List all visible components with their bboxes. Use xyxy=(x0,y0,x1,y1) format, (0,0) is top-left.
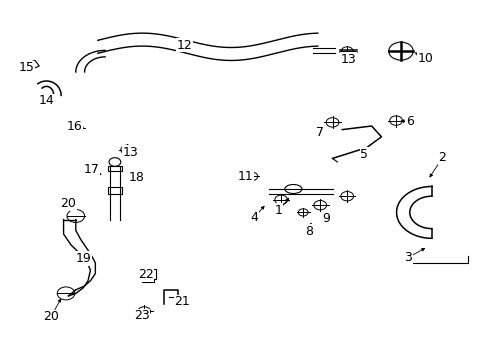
Text: 9: 9 xyxy=(322,212,330,225)
Text: 13: 13 xyxy=(122,146,138,159)
Text: 2: 2 xyxy=(438,151,446,164)
Bar xyxy=(107,166,122,171)
Text: 16: 16 xyxy=(67,120,82,133)
Text: 4: 4 xyxy=(250,211,258,224)
Text: 13: 13 xyxy=(340,53,355,66)
Text: 10: 10 xyxy=(417,52,432,65)
Bar xyxy=(107,166,122,171)
Bar xyxy=(107,187,122,194)
Text: 11: 11 xyxy=(237,170,253,183)
Bar xyxy=(22,60,39,71)
Text: 8: 8 xyxy=(305,225,312,238)
Text: 17: 17 xyxy=(83,163,99,176)
Text: 20: 20 xyxy=(43,310,59,323)
Text: 22: 22 xyxy=(138,268,153,281)
Text: 6: 6 xyxy=(405,115,413,128)
Text: 15: 15 xyxy=(19,61,35,74)
Text: 19: 19 xyxy=(75,252,91,265)
Text: 12: 12 xyxy=(177,39,192,51)
Text: 20: 20 xyxy=(61,197,76,210)
Text: 3: 3 xyxy=(404,251,411,264)
Text: 18: 18 xyxy=(129,171,144,184)
Bar xyxy=(139,269,156,279)
Text: 7: 7 xyxy=(315,126,323,139)
Text: 5: 5 xyxy=(360,148,367,161)
Text: 14: 14 xyxy=(39,94,54,107)
Bar xyxy=(142,279,154,282)
Text: 21: 21 xyxy=(174,295,190,308)
Text: 23: 23 xyxy=(134,309,149,322)
Text: 1: 1 xyxy=(274,204,282,217)
